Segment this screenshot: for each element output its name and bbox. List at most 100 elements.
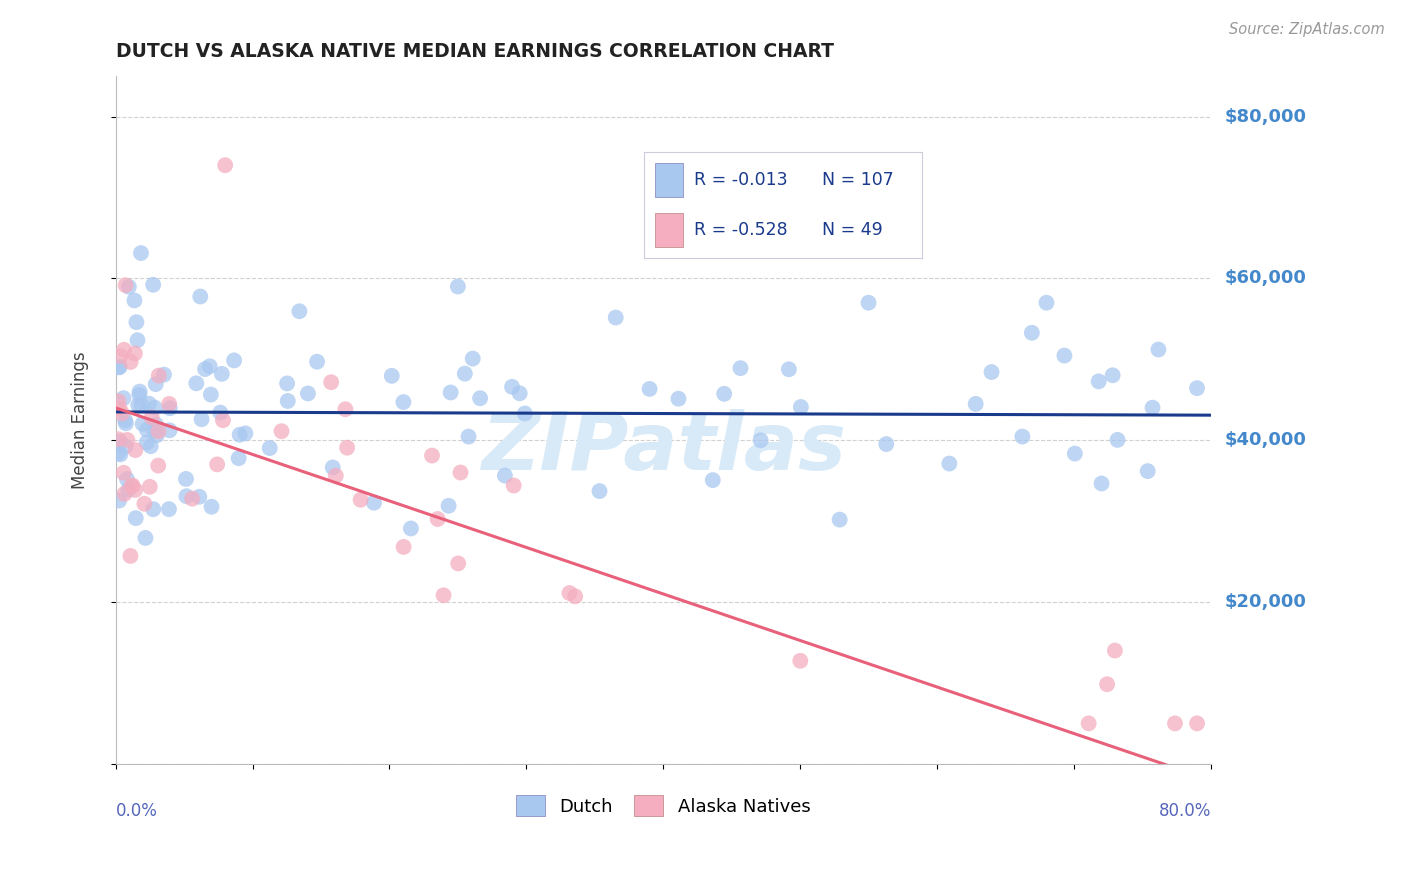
Alaska Natives (181, 491, 204, 506)
FancyBboxPatch shape (655, 163, 683, 197)
Alaska Natives (335, 402, 357, 417)
Dutch (588, 484, 610, 499)
Alaska Natives (111, 406, 134, 420)
Dutch (1011, 429, 1033, 443)
Alaska Natives (1185, 716, 1208, 731)
Dutch (399, 521, 422, 535)
Alaska Natives (564, 590, 586, 604)
Dutch (392, 395, 415, 409)
Alaska Natives (148, 458, 170, 473)
Dutch (124, 293, 146, 308)
Alaska Natives (205, 458, 228, 472)
Dutch (211, 367, 233, 381)
Dutch (128, 384, 150, 399)
Text: 0.0%: 0.0% (115, 802, 157, 820)
Dutch (437, 499, 460, 513)
Dutch (117, 483, 139, 497)
Dutch (1136, 464, 1159, 478)
Dutch (131, 417, 153, 431)
Alaska Natives (107, 432, 129, 446)
Dutch (136, 423, 159, 437)
Dutch (749, 434, 772, 448)
Dutch (457, 429, 479, 443)
Dutch (125, 511, 148, 525)
Dutch (190, 412, 212, 426)
Text: $40,000: $40,000 (1225, 431, 1306, 450)
Dutch (108, 493, 131, 508)
Dutch (778, 362, 800, 376)
Legend: Dutch, Alaska Natives: Dutch, Alaska Natives (509, 789, 818, 823)
Alaska Natives (121, 479, 143, 493)
Alaska Natives (450, 466, 472, 480)
Alaska Natives (121, 478, 143, 492)
Dutch (828, 513, 851, 527)
Alaska Natives (108, 401, 131, 416)
Dutch (174, 472, 197, 486)
Dutch (209, 406, 232, 420)
Dutch (461, 351, 484, 366)
Alaska Natives (141, 410, 163, 425)
Alaska Natives (134, 497, 156, 511)
Dutch (440, 385, 463, 400)
Dutch (276, 376, 298, 391)
Dutch (139, 439, 162, 453)
Dutch (501, 380, 523, 394)
Dutch (513, 407, 536, 421)
Alaska Natives (1104, 643, 1126, 657)
Dutch (115, 472, 138, 486)
Dutch (363, 496, 385, 510)
Alaska Natives (112, 466, 135, 480)
Alaska Natives (124, 443, 146, 458)
Dutch (1090, 476, 1112, 491)
Dutch (115, 417, 138, 431)
Alaska Natives (117, 433, 139, 447)
Alaska Natives (214, 158, 236, 172)
Dutch (198, 359, 221, 374)
Dutch (200, 387, 222, 401)
Dutch (447, 279, 470, 293)
Dutch (134, 531, 156, 545)
Alaska Natives (120, 355, 142, 369)
Dutch (188, 289, 211, 303)
Dutch (142, 502, 165, 516)
Alaska Natives (336, 441, 359, 455)
Dutch (145, 377, 167, 392)
Dutch (288, 304, 311, 318)
Alaska Natives (139, 480, 162, 494)
Dutch (176, 489, 198, 503)
Alaska Natives (112, 343, 135, 357)
Dutch (125, 315, 148, 329)
Dutch (1087, 375, 1109, 389)
Dutch (322, 460, 344, 475)
Alaska Natives (420, 449, 443, 463)
Dutch (297, 386, 319, 401)
Dutch (118, 280, 141, 294)
Dutch (200, 500, 222, 514)
Dutch (858, 295, 880, 310)
Alaska Natives (124, 483, 146, 497)
Dutch (494, 468, 516, 483)
Dutch (159, 423, 181, 437)
Dutch (1147, 343, 1170, 357)
Dutch (468, 391, 491, 405)
Dutch (454, 367, 477, 381)
Text: ZIPatlas: ZIPatlas (481, 409, 845, 486)
Dutch (1142, 401, 1164, 415)
Dutch (127, 398, 149, 412)
Dutch (107, 446, 129, 460)
Dutch (135, 435, 157, 450)
Text: $60,000: $60,000 (1225, 269, 1306, 287)
Dutch (143, 401, 166, 415)
Alaska Natives (432, 588, 454, 602)
Dutch (194, 362, 217, 376)
Dutch (138, 397, 160, 411)
Dutch (235, 426, 257, 441)
Text: $20,000: $20,000 (1225, 593, 1306, 611)
Alaska Natives (114, 278, 136, 293)
Dutch (1185, 381, 1208, 395)
Alaska Natives (349, 492, 371, 507)
Dutch (145, 417, 167, 432)
Alaska Natives (270, 424, 292, 438)
Alaska Natives (124, 346, 146, 360)
Dutch (110, 447, 132, 461)
